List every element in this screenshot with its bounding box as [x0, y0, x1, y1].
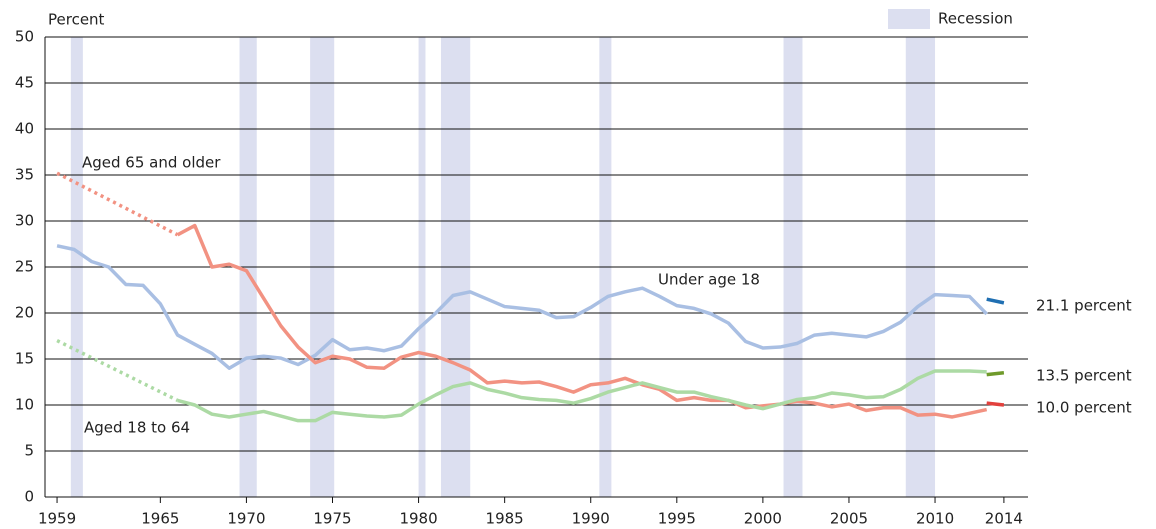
x-tick-label: 1970: [227, 510, 265, 528]
series-line: [986, 297, 1005, 305]
series-line: [176, 223, 988, 419]
x-tick-label: 2005: [830, 510, 868, 528]
y-tick-label: 40: [15, 120, 34, 138]
end-label: 13.5 percent: [1036, 366, 1132, 384]
series-label: Under age 18: [658, 271, 760, 289]
x-tick-label: 2010: [916, 510, 954, 528]
y-tick-label: 25: [15, 258, 34, 276]
series-line: [986, 371, 1005, 377]
series-label: Aged 18 to 64: [84, 419, 190, 437]
end-label: 21.1 percent: [1036, 296, 1132, 314]
y-tick-label: 15: [15, 350, 34, 368]
x-tick-label: 2000: [744, 510, 782, 528]
x-tick-label: 1990: [572, 510, 610, 528]
y-axis-label: Percent: [48, 11, 105, 29]
series-label: Aged 65 and older: [82, 154, 221, 172]
x-tick-label: 1980: [399, 510, 437, 528]
y-tick-label: 10: [15, 396, 34, 414]
lines: [56, 171, 1005, 423]
dotted-line: [56, 171, 179, 237]
y-tick-label: 45: [15, 74, 34, 92]
y-tick-label: 5: [24, 442, 34, 460]
legend-label: Recession: [938, 10, 1013, 28]
series-line: [177, 369, 987, 423]
dotted-line: [56, 339, 179, 402]
end-label: 10.0 percent: [1036, 399, 1132, 417]
y-tick-label: 20: [15, 304, 34, 322]
y-tick-label: 0: [24, 488, 34, 506]
labels: 0 5 10 15 20 25 30 35 40 45 50 1959 1965 1970 1975 1980…: [15, 28, 1132, 528]
x-tick-label: 1965: [141, 510, 179, 528]
series-line: [986, 401, 1005, 407]
x-tick-label: 1995: [658, 510, 696, 528]
series-line: [56, 244, 988, 370]
y-tick-label: 35: [15, 166, 34, 184]
y-tick-label: 30: [15, 212, 34, 230]
x-tick-label: 2014: [985, 510, 1023, 528]
y-tick-label: 50: [15, 28, 34, 46]
legend-swatch: [888, 9, 930, 29]
x-tick-label: 1975: [313, 510, 351, 528]
grid: [44, 36, 1028, 503]
x-tick-label: 1985: [486, 510, 524, 528]
x-tick-label: 1959: [38, 510, 76, 528]
